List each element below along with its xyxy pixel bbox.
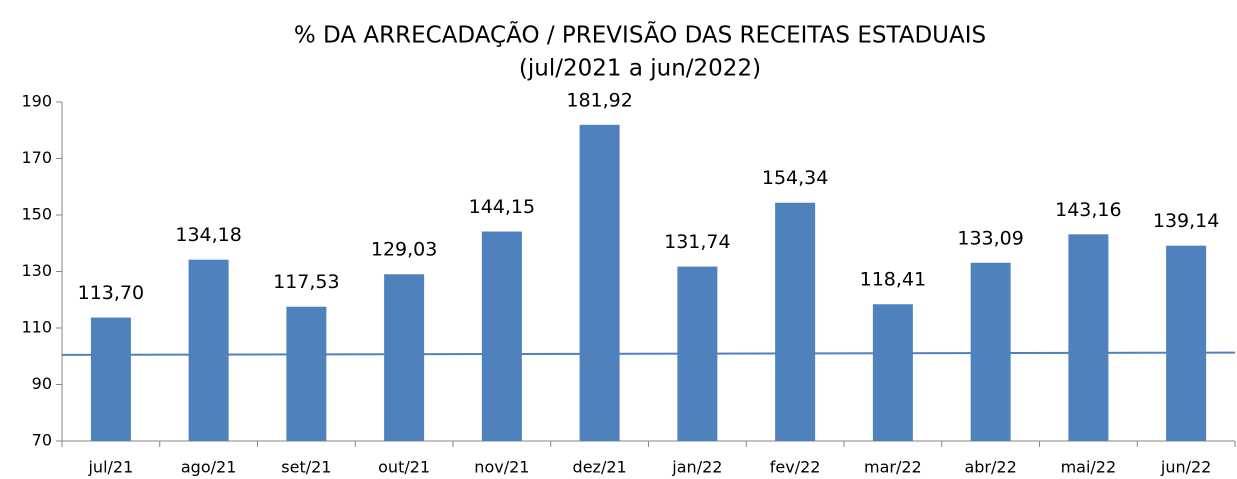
bar	[1166, 245, 1207, 441]
bar	[775, 202, 816, 441]
value-label: 154,34	[762, 167, 828, 189]
x-tick-label: out/21	[378, 458, 430, 477]
y-tick-label: 170	[21, 148, 52, 167]
x-tick-label: abr/22	[964, 458, 1016, 477]
y-tick-label: 90	[32, 374, 52, 393]
chart-subtitle: (jul/2021 a jun/2022)	[519, 56, 761, 82]
x-tick-label: mai/22	[1061, 458, 1117, 477]
y-tick-label: 70	[32, 431, 52, 450]
bar	[286, 306, 327, 441]
value-label: 139,14	[1153, 210, 1219, 232]
x-tick-label: nov/21	[474, 458, 529, 477]
value-label: 143,16	[1055, 199, 1121, 221]
value-label: 131,74	[664, 231, 730, 253]
y-tick-label: 150	[21, 205, 52, 224]
value-label: 133,09	[957, 227, 1023, 249]
y-tick-label: 110	[21, 318, 52, 337]
value-label: 134,18	[175, 224, 241, 246]
x-tick-label: fev/22	[770, 458, 821, 477]
value-label: 113,70	[78, 282, 144, 304]
bar	[384, 274, 425, 441]
value-label: 129,03	[371, 239, 437, 261]
bar	[90, 317, 131, 441]
value-label: 118,41	[860, 269, 926, 291]
x-tick-label: jun/22	[1160, 458, 1211, 477]
bar	[579, 124, 620, 442]
bar	[1068, 234, 1109, 441]
bar	[872, 304, 913, 441]
y-tick-label: 190	[21, 92, 52, 111]
x-tick-label: jul/21	[87, 458, 133, 477]
x-tick-label: ago/21	[181, 458, 237, 477]
value-label: 181,92	[566, 89, 632, 111]
x-tick-label: mar/22	[864, 458, 922, 477]
x-tick-label: dez/21	[573, 458, 627, 477]
x-tick-label: jan/22	[671, 458, 722, 477]
bar	[481, 231, 522, 441]
bar	[188, 259, 229, 441]
value-label: 144,15	[469, 196, 535, 218]
value-label: 117,53	[273, 271, 339, 293]
y-tick-label: 130	[21, 261, 52, 280]
chart-title: % DA ARRECADAÇÃO / PREVISÃO DAS RECEITAS…	[294, 21, 986, 49]
bar	[970, 262, 1011, 441]
x-tick-label: set/21	[281, 458, 331, 477]
reference-line	[61, 351, 1236, 356]
